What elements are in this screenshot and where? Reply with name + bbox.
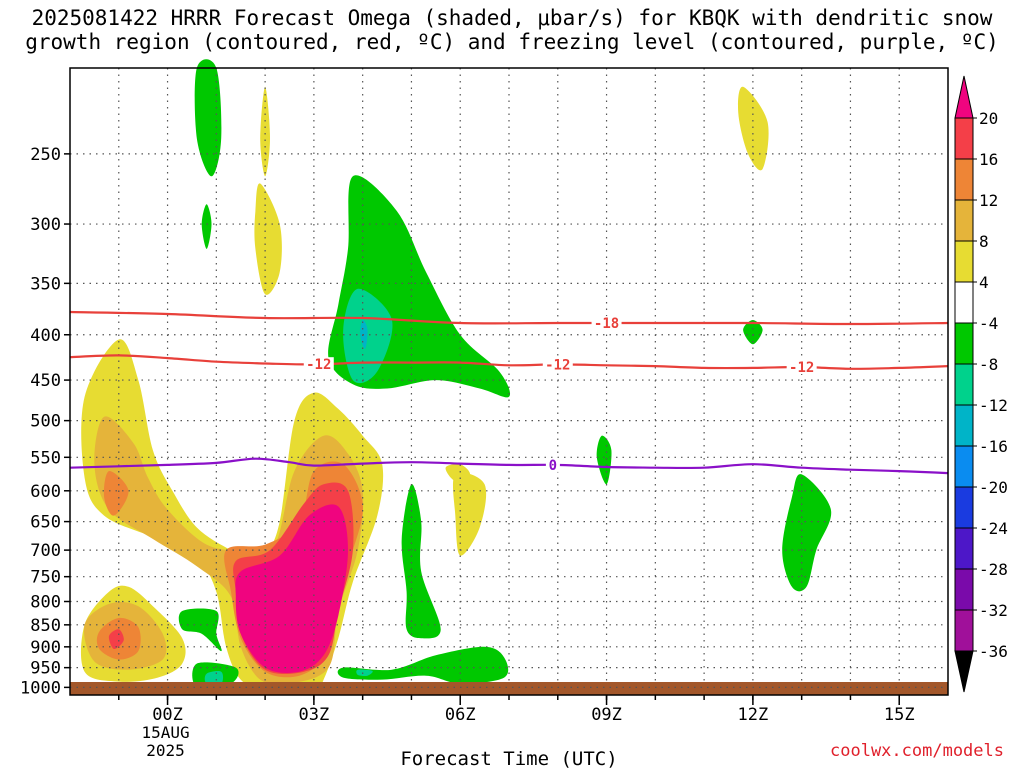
colorbar-segment: [954, 609, 974, 652]
omega-region-27: [356, 669, 373, 676]
y-tick-label: 800: [30, 593, 61, 613]
chart-title-line-2: growth region (contoured, red, ºC) and f…: [25, 30, 999, 54]
colorbar-bottom-arrow: [954, 650, 974, 693]
y-tick-label: 950: [30, 659, 61, 679]
colorbar-label: -36: [979, 642, 1008, 661]
contour-label-bg: [591, 316, 622, 331]
colorbar-segment: [954, 240, 974, 283]
x-tick-label: 00Z: [152, 705, 183, 725]
colorbar-segment: [954, 527, 974, 570]
colorbar-label: -20: [979, 478, 1008, 497]
omega-region-25: [343, 288, 393, 384]
contour-label-bg: [786, 360, 817, 375]
colorbar-label: 4: [979, 273, 989, 292]
colorbar-label: -4: [979, 314, 998, 333]
ground-strip: [70, 682, 948, 695]
colorbar-segment: [954, 281, 974, 324]
colorbar-segment: [954, 199, 974, 242]
y-tick-label: 550: [30, 448, 61, 468]
colorbar-segment: [954, 486, 974, 529]
omega-region-9: [235, 504, 348, 673]
colorbar-legend: 20 16 12 8 4 -4 -8 -12 -16 -20 -24 -28 -32 -36: [954, 75, 1008, 693]
colorbar-label: -24: [979, 519, 1008, 538]
colorbar-segment: [954, 158, 974, 201]
contour-label: -12: [789, 360, 814, 376]
credit-link[interactable]: coolwx.com/models: [830, 741, 1004, 761]
grid-lines: [70, 68, 948, 688]
contour-label-bg: [303, 357, 334, 372]
y-tick-label: 700: [30, 541, 61, 561]
y-tick-label: 750: [30, 568, 61, 588]
contour-label-bg: [542, 357, 573, 372]
contour-label: -12: [306, 357, 331, 373]
omega-region-13: [737, 86, 769, 171]
x-tick-label: 03Z: [299, 705, 330, 725]
y-tick-label: 850: [30, 616, 61, 636]
temperature-contours: -18 -12 -12 -12 0: [69, 310, 949, 475]
y-tick-label: 400: [30, 326, 61, 346]
omega-shading-layer: [80, 59, 832, 692]
x-tick-label: 09Z: [591, 705, 622, 725]
y-tick-label: 500: [30, 412, 61, 432]
x-tick-sublabel: 2025: [146, 741, 185, 760]
colorbar-label: -32: [979, 601, 1008, 620]
colorbar-label: -16: [979, 437, 1008, 456]
chart-title-line-1: 2025081422 HRRR Forecast Omega (shaded, …: [31, 6, 993, 30]
x-axis-label: Forecast Time (UTC): [400, 748, 617, 768]
omega-region-19: [596, 435, 612, 485]
y-tick-label: 300: [30, 215, 61, 235]
omega-region-20: [782, 474, 832, 592]
colorbar-label: 8: [979, 232, 989, 251]
omega-region-15: [194, 59, 222, 177]
colorbar-label: 16: [979, 150, 998, 169]
colorbar-label: 12: [979, 191, 998, 210]
contour-label: -12: [545, 357, 570, 373]
axes: 2503003504004505005506006507007508008509…: [20, 67, 949, 760]
omega-region-4: [103, 471, 129, 516]
contour-line-2: [69, 457, 949, 475]
omega-region-10: [260, 86, 270, 177]
colorbar-segment: [954, 445, 974, 488]
omega-region-18: [743, 320, 763, 345]
y-tick-label: 450: [30, 371, 61, 391]
omega-region-11: [254, 183, 282, 295]
colorbar-segment: [954, 322, 974, 365]
y-tick-label: 350: [30, 274, 61, 294]
y-tick-label: 900: [30, 638, 61, 658]
y-tick-label: 600: [30, 482, 61, 502]
colorbar-label: -8: [979, 355, 998, 374]
colorbar-segment: [954, 404, 974, 447]
contour-label-bg: [545, 457, 560, 472]
colorbar-segment: [954, 117, 974, 160]
ground-strip-rect: [70, 682, 948, 695]
omega-region-16: [201, 204, 212, 249]
x-tick-label: 15Z: [884, 705, 915, 725]
y-tick-label: 650: [30, 513, 61, 533]
y-tick-label: 250: [30, 145, 61, 165]
omega-region-12: [452, 472, 487, 556]
omega-region-26: [204, 671, 224, 685]
colorbar-segment: [954, 568, 974, 611]
y-tick-label: 1000: [20, 678, 61, 698]
plot-frame: [69, 67, 949, 696]
x-tick-label: 06Z: [445, 705, 476, 725]
colorbar-label: -12: [979, 396, 1008, 415]
contour-label: -18: [594, 316, 619, 332]
colorbar-label: 20: [979, 109, 998, 128]
x-tick-sublabel: 15AUG: [141, 723, 189, 742]
contour-line-0: [69, 310, 949, 326]
contour-label: 0: [549, 458, 557, 474]
colorbar-label: -28: [979, 560, 1008, 579]
colorbar-segment: [954, 363, 974, 406]
omega-region-22: [178, 608, 222, 652]
omega-region-14: [445, 463, 471, 482]
colorbar-top-arrow: [954, 75, 974, 119]
x-tick-label: 12Z: [738, 705, 769, 725]
omega-region-8: [108, 629, 124, 650]
omega-region-21: [401, 484, 441, 639]
omega-region-24: [337, 646, 509, 684]
